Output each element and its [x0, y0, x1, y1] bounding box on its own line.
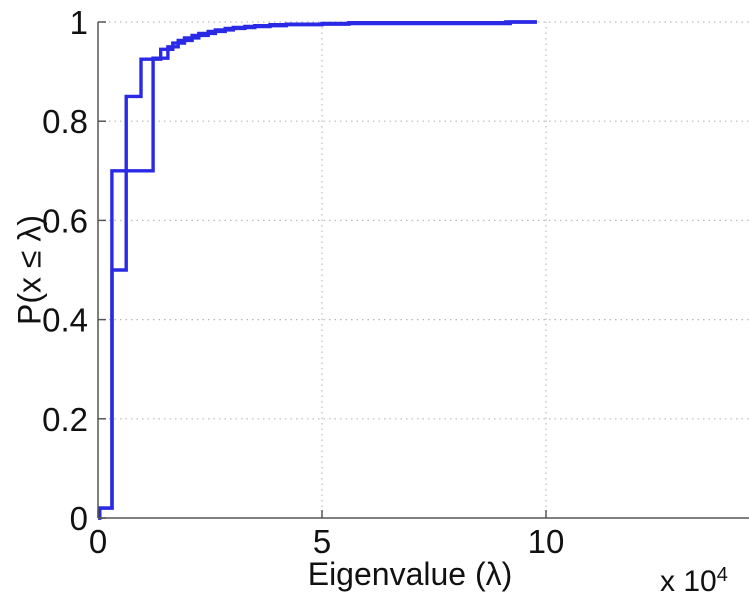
- ecdf-curve-a: [97, 20, 537, 520]
- x-tick-label: 10: [528, 523, 565, 560]
- x-axis-label: Eigenvalue (λ): [307, 556, 513, 592]
- multiplier-base: x 10: [660, 565, 717, 598]
- x-tick-label: 0: [89, 523, 107, 560]
- x-axis-multiplier: x 104: [660, 564, 728, 599]
- ecdf-curve-b: [98, 20, 537, 520]
- y-tick-label: 0.2: [42, 401, 88, 438]
- y-tick-label: 0: [70, 500, 88, 537]
- multiplier-exponent: 4: [716, 564, 728, 586]
- y-axis-label: P(x ≤ λ): [11, 215, 48, 325]
- x-tick-label: 5: [313, 523, 331, 560]
- y-tick-label: 1: [70, 4, 88, 41]
- y-tick-label: 0.8: [42, 103, 88, 140]
- y-tick-label: 0.4: [42, 302, 88, 339]
- y-tick-label: 0.6: [42, 202, 88, 239]
